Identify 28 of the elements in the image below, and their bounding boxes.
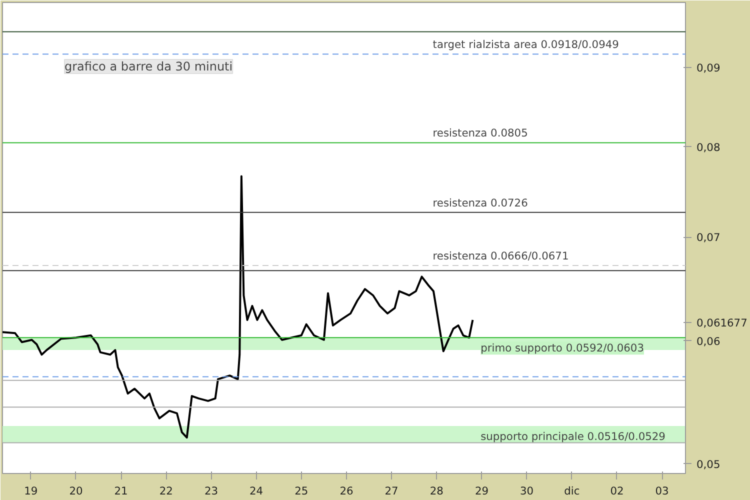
y-tick-label: 0,08: [696, 140, 720, 154]
ref-line-label: target rialzista area 0.0918/0.0949: [432, 38, 620, 52]
y-tick-label: 0,09: [696, 61, 720, 74]
y-tick-label: 0,05: [696, 458, 720, 471]
x-tick-label: 24: [250, 484, 264, 498]
x-tick-label: 26: [340, 484, 354, 498]
x-tick-label: 27: [384, 484, 398, 498]
band-label: primo supporto 0.0592/0.0603: [480, 342, 644, 355]
x-tick-label: 22: [159, 484, 173, 498]
ref-line-label: resistenza 0.0726: [432, 196, 528, 210]
x-tick-label: 28: [430, 484, 444, 498]
x-tick-label: 29: [474, 484, 489, 498]
x-tick-label: 20: [69, 484, 83, 498]
x-tick-label: 21: [114, 484, 128, 498]
ref-line-label: resistenza 0.0666/0.0671: [432, 250, 569, 263]
x-tick-label: 03: [655, 484, 669, 498]
y-tick-label: 0,06: [696, 334, 720, 348]
annotation: grafico a barre da 30 minuti: [64, 60, 233, 74]
y-tick-label: 0,07: [696, 231, 720, 244]
x-tick-label: 25: [294, 484, 308, 498]
x-tick-label: dic: [564, 484, 580, 498]
x-tick-label: 23: [204, 484, 218, 498]
x-tick-label: 02: [610, 484, 624, 498]
y-tick-label: 0,061677: [696, 316, 748, 330]
ref-line-label: resistenza 0.0805: [432, 126, 528, 140]
x-tick-label: 19: [24, 484, 38, 498]
band-label: supporto principale 0.0516/0.0529: [480, 430, 666, 443]
x-tick-label: 30: [520, 484, 534, 498]
